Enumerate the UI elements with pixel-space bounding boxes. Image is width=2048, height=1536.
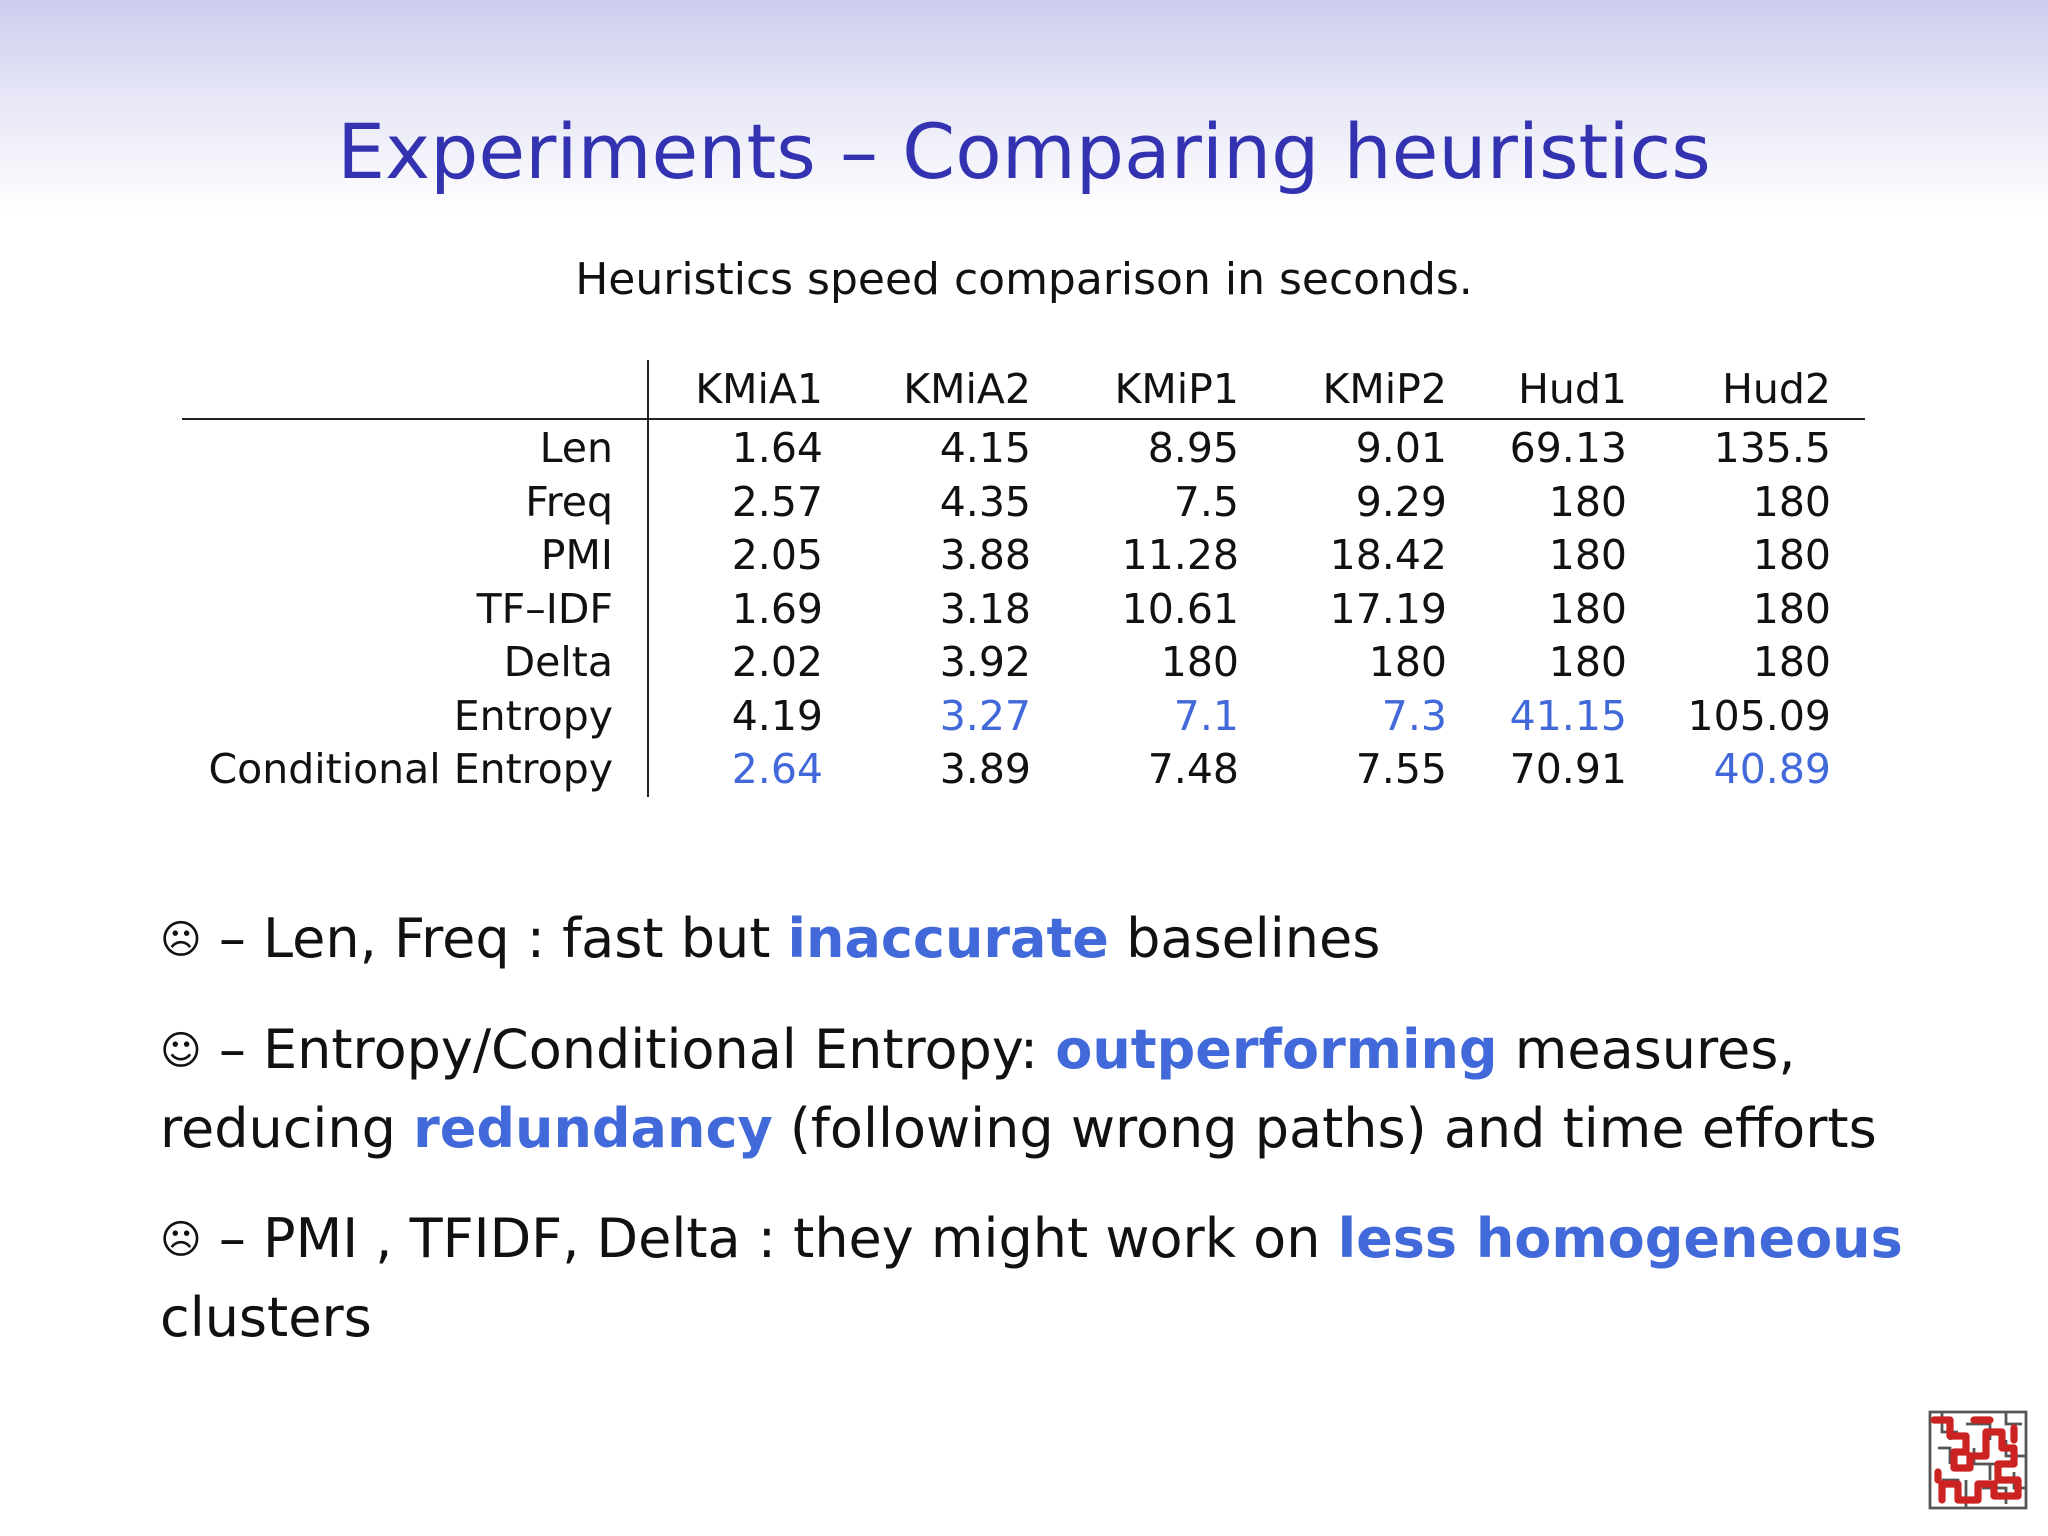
table-cell: 180: [1548, 531, 1627, 579]
table-cell: 11.28: [1121, 531, 1239, 579]
smiley-face-icon: ☺: [160, 1028, 202, 1074]
table-body: Len 1.64 4.15 8.95 9.01 69.13 135.5 Freq 2.57 4.3…: [182, 419, 1865, 797]
table-cell: 180: [1752, 584, 1831, 633]
table-cell: 69.13: [1509, 424, 1627, 472]
speed-table-container: KMiA1 KMiA2 KMiP1 KMiP2 Hud1 Hud2 Len 1.6…: [182, 360, 1865, 797]
table-cell: 3.92: [939, 638, 1031, 686]
bullet-text: clusters: [160, 1286, 372, 1349]
table-cell: 180: [1752, 531, 1831, 579]
table-row: PMI 2.05 3.88 11.28 18.42 180 180: [182, 529, 1865, 583]
table-cell: 4.19: [731, 691, 823, 740]
table-cell: 1.64: [731, 424, 823, 472]
table-cell: 8.95: [1147, 424, 1239, 472]
table-cell: 7.1: [1173, 691, 1239, 740]
table-row: Entropy 4.19 3.27 7.1 7.3 41.15 105.09: [182, 689, 1865, 743]
column-header: Hud2: [1660, 360, 1865, 420]
table-cell: 2.05: [731, 531, 823, 579]
table-cell: 180: [1368, 638, 1447, 686]
table-cell: 7.3: [1381, 691, 1447, 740]
emphasized-text: outperforming: [1055, 1018, 1498, 1081]
table-row: Conditional Entropy 2.64 3.89 7.48 7.55 70.91…: [182, 743, 1865, 797]
table-cell: 7.48: [1147, 745, 1239, 793]
table-cell: 3.89: [939, 745, 1031, 793]
bullet-text: – PMI , TFIDF, Delta : they might work o…: [201, 1207, 1338, 1270]
bullet-text: – Entropy/Conditional Entropy:: [201, 1018, 1056, 1081]
table-cell: 135.5: [1713, 424, 1831, 472]
table-row: Delta 2.02 3.92 180 180 180 180: [182, 636, 1865, 690]
header-band: [0, 0, 2048, 215]
column-header: KMiA2: [856, 360, 1064, 420]
table-cell: 180: [1752, 638, 1831, 686]
bullet-item: ☹ – PMI , TFIDF, Delta : they might work…: [160, 1200, 1920, 1357]
table-cell: 2.64: [731, 745, 823, 793]
table-cell: 9.29: [1355, 477, 1447, 526]
table-cell: 1.69: [731, 584, 823, 633]
table-cell: 105.09: [1687, 691, 1831, 740]
table-corner-cell: [182, 360, 649, 420]
bullet-text: (following wrong paths) and time efforts: [772, 1097, 1877, 1160]
table-cell: 180: [1548, 638, 1627, 686]
bullet-item: ☹ – Len, Freq : fast but inaccurate base…: [160, 900, 1920, 979]
bullet-text: baselines: [1108, 907, 1381, 970]
table-row: Len 1.64 4.15 8.95 9.01 69.13 135.5: [182, 419, 1865, 476]
table-cell: 180: [1548, 477, 1627, 526]
table-cell: 3.18: [939, 584, 1031, 633]
table-cell: 10.61: [1121, 584, 1239, 633]
row-label: Freq: [182, 475, 649, 529]
frowning-face-icon: ☹: [160, 1217, 202, 1263]
table-cell: 4.35: [939, 477, 1031, 526]
column-header: Hud1: [1480, 360, 1660, 420]
table-cell: 180: [1752, 477, 1831, 526]
table-cell: 180: [1548, 584, 1627, 633]
column-header: KMiA1: [648, 360, 856, 420]
table-header-row: KMiA1 KMiA2 KMiP1 KMiP2 Hud1 Hud2: [182, 360, 1865, 420]
table-row: TF–IDF 1.69 3.18 10.61 17.19 180 180: [182, 582, 1865, 636]
table-cell: 18.42: [1329, 531, 1447, 579]
table-cell: 40.89: [1713, 745, 1831, 793]
maze-logo-icon: [1926, 1408, 2030, 1512]
table-cell: 2.02: [731, 638, 823, 686]
row-label: Entropy: [182, 689, 649, 743]
table-caption: Heuristics speed comparison in seconds.: [575, 254, 1473, 305]
row-label: TF–IDF: [182, 582, 649, 636]
bullet-list: ☹ – Len, Freq : fast but inaccurate base…: [160, 900, 1920, 1389]
emphasized-text: redundancy: [413, 1097, 773, 1160]
table-cell: 7.55: [1355, 745, 1447, 793]
table-cell: 2.57: [731, 477, 823, 526]
table-cell: 9.01: [1355, 424, 1447, 472]
bullet-text: – Len, Freq : fast but: [201, 907, 788, 970]
frowning-face-icon: ☹: [160, 917, 202, 963]
table-cell: 180: [1160, 638, 1239, 686]
emphasized-text: inaccurate: [787, 907, 1109, 970]
row-label: PMI: [182, 529, 649, 583]
slide-title: Experiments – Comparing heuristics: [337, 107, 1711, 196]
table-cell: 3.27: [939, 691, 1031, 740]
table-cell: 70.91: [1509, 745, 1627, 793]
table-cell: 3.88: [939, 531, 1031, 579]
bullet-item: ☺ – Entropy/Conditional Entropy: outperf…: [160, 1011, 1920, 1168]
table-cell: 4.15: [939, 424, 1031, 472]
table-row: Freq 2.57 4.35 7.5 9.29 180 180: [182, 475, 1865, 529]
table-cell: 17.19: [1329, 584, 1447, 633]
column-header: KMiP2: [1272, 360, 1480, 420]
emphasized-text: less homogeneous: [1337, 1207, 1903, 1270]
speed-comparison-table: KMiA1 KMiA2 KMiP1 KMiP2 Hud1 Hud2 Len 1.6…: [182, 360, 1865, 797]
table-cell: 41.15: [1509, 691, 1627, 740]
bullet-text: measures, reducing: [160, 1018, 1796, 1160]
table-cell: 7.5: [1173, 477, 1239, 526]
row-label: Delta: [182, 636, 649, 690]
column-header: KMiP1: [1064, 360, 1272, 420]
row-label: Len: [182, 419, 649, 476]
row-label: Conditional Entropy: [182, 743, 649, 797]
